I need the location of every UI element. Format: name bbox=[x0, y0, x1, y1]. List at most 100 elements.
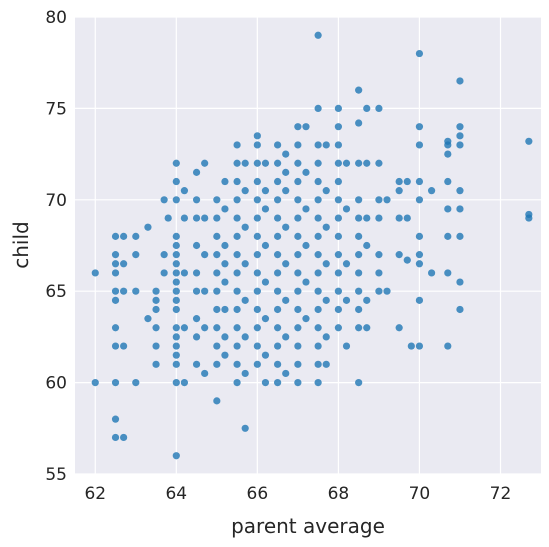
data-point bbox=[192, 360, 201, 368]
data-point bbox=[294, 141, 302, 149]
data-point bbox=[253, 342, 261, 350]
data-point bbox=[172, 351, 180, 359]
data-point bbox=[213, 324, 221, 332]
data-point bbox=[334, 287, 342, 295]
data-point bbox=[403, 214, 411, 222]
data-point bbox=[253, 132, 261, 140]
data-point bbox=[355, 196, 363, 204]
data-point bbox=[233, 251, 241, 259]
data-point bbox=[282, 296, 290, 304]
data-point bbox=[91, 269, 99, 277]
data-point bbox=[233, 360, 241, 368]
data-point bbox=[233, 159, 241, 167]
data-point bbox=[314, 379, 322, 387]
data-point bbox=[274, 324, 282, 332]
data-point bbox=[334, 324, 342, 332]
data-point bbox=[253, 232, 261, 240]
data-point bbox=[444, 177, 452, 186]
data-point bbox=[282, 187, 290, 195]
data-point bbox=[274, 141, 282, 149]
data-point bbox=[375, 159, 383, 167]
data-point bbox=[456, 141, 464, 149]
y-tick-label: 70 bbox=[45, 191, 67, 211]
data-point bbox=[322, 333, 330, 341]
data-point bbox=[456, 278, 464, 286]
data-point bbox=[322, 260, 330, 268]
data-point bbox=[525, 214, 533, 222]
data-point bbox=[282, 260, 290, 268]
data-point bbox=[322, 223, 330, 231]
data-point bbox=[180, 269, 189, 277]
data-point bbox=[132, 251, 140, 259]
data-point bbox=[180, 324, 189, 332]
data-point bbox=[314, 159, 322, 167]
data-point bbox=[213, 397, 221, 405]
data-point bbox=[111, 251, 120, 259]
data-point bbox=[415, 177, 424, 186]
data-point bbox=[314, 251, 322, 259]
data-point bbox=[192, 168, 201, 176]
data-point bbox=[111, 269, 120, 277]
data-point bbox=[253, 269, 261, 277]
data-point bbox=[192, 241, 201, 250]
x-axis-label: parent average bbox=[231, 514, 385, 538]
data-points bbox=[91, 31, 533, 460]
data-point bbox=[152, 287, 160, 295]
data-point bbox=[334, 177, 342, 186]
data-point bbox=[132, 379, 140, 387]
data-point bbox=[172, 177, 180, 186]
data-point bbox=[160, 196, 168, 204]
data-point bbox=[132, 232, 140, 240]
data-point bbox=[322, 141, 330, 149]
data-point bbox=[213, 305, 221, 314]
data-point bbox=[294, 305, 302, 314]
data-point bbox=[342, 260, 351, 268]
data-point bbox=[375, 196, 383, 204]
data-point bbox=[395, 324, 403, 332]
data-point bbox=[302, 123, 310, 131]
data-point bbox=[415, 260, 424, 268]
data-point bbox=[221, 351, 229, 359]
data-point bbox=[201, 251, 209, 259]
data-point bbox=[274, 232, 282, 240]
data-point bbox=[221, 278, 229, 286]
data-point bbox=[342, 205, 351, 213]
data-point bbox=[294, 232, 302, 240]
data-point bbox=[375, 214, 383, 222]
x-tick-label: 66 bbox=[247, 484, 269, 504]
data-point bbox=[302, 278, 310, 286]
data-point bbox=[261, 241, 270, 250]
data-point bbox=[111, 415, 120, 423]
data-point bbox=[334, 269, 342, 277]
data-point bbox=[221, 260, 229, 268]
data-point bbox=[233, 141, 241, 149]
data-point bbox=[160, 251, 168, 259]
data-point bbox=[213, 342, 221, 350]
data-point bbox=[314, 177, 322, 186]
data-point bbox=[253, 214, 261, 222]
data-point bbox=[221, 177, 229, 186]
data-point bbox=[241, 296, 249, 304]
data-point bbox=[253, 360, 261, 368]
x-tick-label: 62 bbox=[84, 484, 106, 504]
data-point bbox=[444, 269, 452, 277]
data-point bbox=[314, 324, 322, 332]
data-point bbox=[314, 269, 322, 277]
data-point bbox=[415, 296, 424, 304]
data-point bbox=[274, 305, 282, 314]
data-point bbox=[111, 296, 120, 304]
y-tick-label: 75 bbox=[45, 99, 67, 119]
data-point bbox=[363, 241, 371, 250]
data-point bbox=[253, 287, 261, 295]
data-point bbox=[355, 269, 363, 277]
data-point bbox=[233, 342, 241, 350]
data-point bbox=[172, 287, 180, 295]
data-point bbox=[395, 251, 403, 259]
data-point bbox=[355, 214, 363, 222]
data-point bbox=[525, 137, 533, 145]
data-point bbox=[261, 379, 270, 387]
data-point bbox=[233, 324, 241, 332]
data-point bbox=[294, 177, 302, 186]
data-point bbox=[172, 269, 180, 277]
data-point bbox=[172, 260, 180, 268]
